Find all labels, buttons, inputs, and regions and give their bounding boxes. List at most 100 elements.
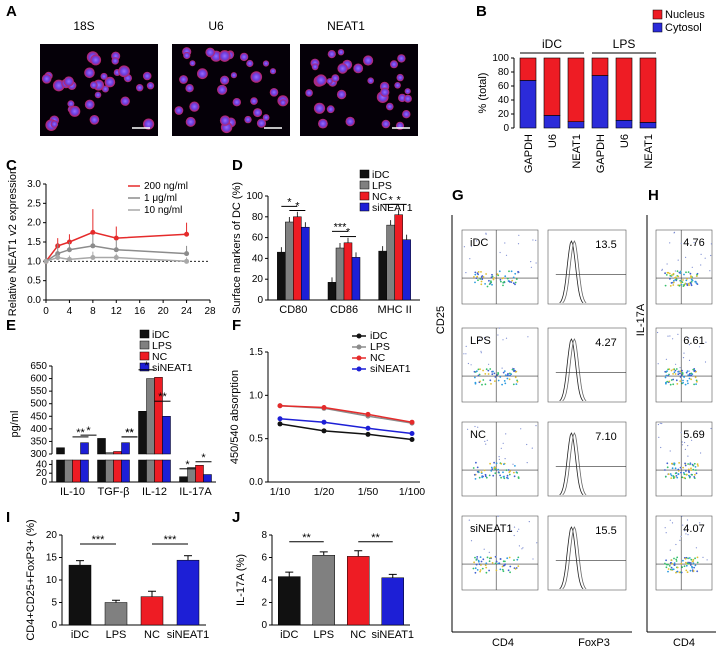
y-axis-label: Relative NEAT1 v2 expression xyxy=(7,168,19,316)
event-dot xyxy=(502,471,504,474)
bar xyxy=(140,596,164,626)
event-dot xyxy=(673,557,675,560)
event-dot xyxy=(673,564,676,566)
event-dot xyxy=(506,277,509,280)
cell xyxy=(337,49,345,56)
event-dot xyxy=(665,532,667,534)
cell xyxy=(394,82,401,89)
cell xyxy=(94,91,102,99)
event-dot xyxy=(482,379,485,381)
event-dot xyxy=(507,477,509,480)
event-dot xyxy=(688,374,691,376)
y-axis-label: % (total) xyxy=(477,73,489,114)
event-dot xyxy=(480,564,482,566)
event-dot xyxy=(514,465,516,467)
legend-swatch xyxy=(139,362,150,372)
legend-label: iDC xyxy=(372,169,390,181)
event-dot xyxy=(516,472,519,474)
event-dot xyxy=(672,378,675,381)
event-dot xyxy=(680,571,683,574)
event-dot xyxy=(690,284,693,287)
event-dot xyxy=(710,427,712,430)
event-dot xyxy=(700,452,702,454)
event-dot xyxy=(463,246,465,248)
event-dot xyxy=(684,464,687,467)
event-dot xyxy=(491,468,494,471)
bar xyxy=(80,459,89,483)
event-dot xyxy=(513,534,515,537)
group-label: iDC xyxy=(542,37,562,51)
event-dot xyxy=(669,549,671,551)
event-dot xyxy=(691,266,693,268)
cell xyxy=(205,47,215,58)
event-dot xyxy=(675,379,678,382)
bar-cytosol xyxy=(543,115,561,129)
event-dot xyxy=(484,440,486,442)
event-dot xyxy=(696,570,699,573)
significance-label: * xyxy=(201,452,206,464)
event-dot xyxy=(700,253,702,255)
event-dot xyxy=(485,476,488,479)
micrograph-label-neat1: NEAT1 xyxy=(327,19,365,33)
event-dot xyxy=(677,259,679,261)
cell xyxy=(143,118,155,130)
event-dot xyxy=(669,242,671,244)
event-dot xyxy=(493,461,495,464)
bar xyxy=(176,559,200,626)
event-dot xyxy=(681,515,683,517)
event-dot xyxy=(504,275,507,278)
panel-letter-c: C xyxy=(6,157,17,174)
bar xyxy=(327,282,337,301)
bar xyxy=(195,465,204,483)
event-dot xyxy=(690,467,692,470)
x-tick-label: 4 xyxy=(67,306,73,317)
event-dot xyxy=(483,469,486,472)
event-dot xyxy=(484,383,487,386)
event-dot xyxy=(679,367,681,369)
event-dot xyxy=(473,276,475,278)
event-dot xyxy=(485,233,487,235)
event-dot xyxy=(681,373,684,375)
event-dot xyxy=(687,282,690,285)
y-tick-label: 500 xyxy=(30,399,47,410)
event-dot xyxy=(696,556,699,559)
significance-label: ** xyxy=(371,532,380,544)
event-dot xyxy=(535,425,537,427)
event-dot xyxy=(694,369,696,372)
event-dot xyxy=(481,567,484,570)
event-dot xyxy=(693,383,695,386)
y-tick-label: 0.5 xyxy=(27,276,41,287)
bar xyxy=(97,459,106,483)
significance-label: * xyxy=(346,227,351,239)
significance-label: * xyxy=(86,425,91,437)
bar xyxy=(97,438,106,455)
event-dot xyxy=(480,350,482,352)
bar-nucleus xyxy=(639,57,657,123)
event-dot xyxy=(488,363,490,365)
event-dot xyxy=(699,522,701,524)
legend-label: 10 ng/ml xyxy=(144,205,182,216)
event-dot xyxy=(509,571,511,574)
event-dot xyxy=(694,557,696,560)
flow-percentage: 7.10 xyxy=(595,431,616,443)
event-dot xyxy=(479,339,481,341)
cell xyxy=(244,115,252,124)
event-dot xyxy=(700,264,702,266)
data-point xyxy=(409,419,415,425)
event-dot xyxy=(671,568,674,571)
event-dot xyxy=(672,284,675,286)
event-dot xyxy=(679,376,682,378)
event-dot xyxy=(480,276,483,278)
flow-sample-label: iDC xyxy=(470,237,488,249)
y-tick-label: 0 xyxy=(503,123,509,134)
event-dot xyxy=(674,467,677,470)
cell xyxy=(185,84,194,93)
significance-label: ** xyxy=(125,427,134,439)
event-dot xyxy=(498,458,500,460)
event-dot xyxy=(690,283,692,285)
micrograph-label-u6: U6 xyxy=(208,19,224,33)
event-dot xyxy=(516,379,518,382)
dot-plot-frame xyxy=(655,421,713,497)
event-dot xyxy=(692,464,695,467)
event-dot xyxy=(514,376,517,379)
